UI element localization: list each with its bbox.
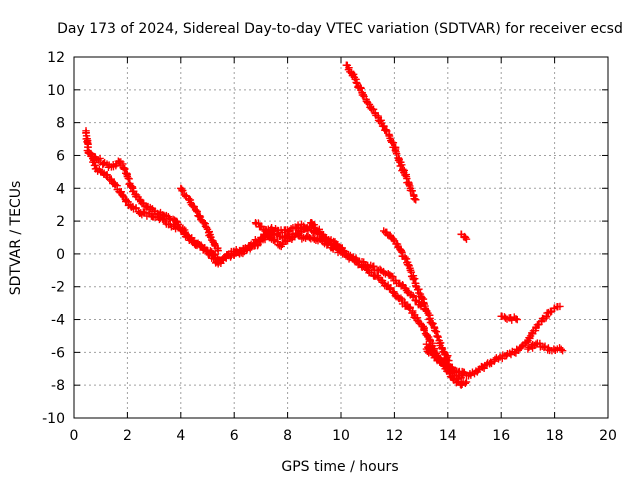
data-point-marker [193,208,201,216]
x-tick-label: 14 [439,428,457,444]
data-point-marker [420,326,428,335]
data-point-marker [349,70,358,78]
y-axis-label: SDTVAR / TECUs [8,181,24,296]
data-point-marker [408,186,416,195]
x-tick-label: 0 [70,428,79,444]
data-point-marker [412,196,420,204]
y-tick-label: 0 [56,247,65,263]
data-point-marker [480,364,488,372]
data-point-marker [547,308,555,316]
data-point-marker [345,64,353,72]
x-tick-label: 16 [492,428,510,444]
data-point-marker [474,366,483,374]
data-point-marker [261,227,269,235]
data-markers [82,61,567,389]
y-tick-label: -4 [51,313,65,329]
data-point-marker [120,165,129,174]
y-tick-label: 2 [56,214,65,230]
x-tick-label: 12 [385,428,403,444]
x-tick-label: 6 [230,428,239,444]
x-tick-label: 10 [332,428,350,444]
data-point-marker [398,161,406,169]
axis-ticks: 0 2 4 6 8 10 12 14 16 18 20 -10 -8 -6 -4 -2 0 2 4 6 8 10 12 [42,50,617,444]
chart-title: Day 173 of 2024, Sidereal Day-to-day VTE… [57,21,623,37]
data-point-marker [214,246,222,255]
data-point-marker [454,374,463,383]
data-point-marker [117,187,125,196]
y-tick-label: 4 [56,181,65,197]
data-point-marker [486,358,495,366]
data-point-marker [254,219,263,227]
data-point-marker [462,378,471,386]
data-point-marker [410,311,419,319]
grid [74,57,608,418]
data-point-marker [409,275,418,284]
data-point-marker [513,315,521,324]
data-point-marker [352,78,360,87]
x-tick-label: 20 [599,428,617,444]
y-tick-label: 8 [56,116,65,132]
data-point-marker [444,351,452,360]
data-point-marker [389,272,397,281]
data-point-marker [529,330,537,338]
y-tick-label: -10 [42,411,65,427]
data-point-marker [434,333,442,341]
data-point-marker [370,262,378,270]
data-point-marker [382,126,390,135]
data-point-marker [556,302,564,311]
data-point-marker [512,315,520,323]
y-tick-label: 6 [56,148,65,164]
y-tick-label: 10 [47,83,65,99]
data-point-marker [262,228,271,236]
data-point-marker [179,186,187,195]
x-tick-label: 18 [546,428,564,444]
data-point-marker [558,347,567,355]
y-tick-label: -8 [51,378,65,394]
data-point-marker [339,246,348,255]
data-point-marker [392,150,401,158]
data-point-marker [174,220,183,229]
data-point-marker [353,79,361,87]
data-point-marker [462,235,471,243]
x-axis-label: GPS time / hours [281,459,398,475]
data-point-marker [141,208,149,217]
data-point-marker [357,84,365,93]
data-point-marker [310,220,318,229]
x-tick-label: 4 [176,428,185,444]
x-tick-label: 8 [283,428,292,444]
data-point-marker [392,276,400,285]
data-point-marker [356,83,365,92]
y-tick-label: 12 [47,50,65,66]
y-tick-label: -2 [51,280,65,296]
y-tick-label: -6 [51,345,65,361]
x-tick-label: 2 [123,428,132,444]
